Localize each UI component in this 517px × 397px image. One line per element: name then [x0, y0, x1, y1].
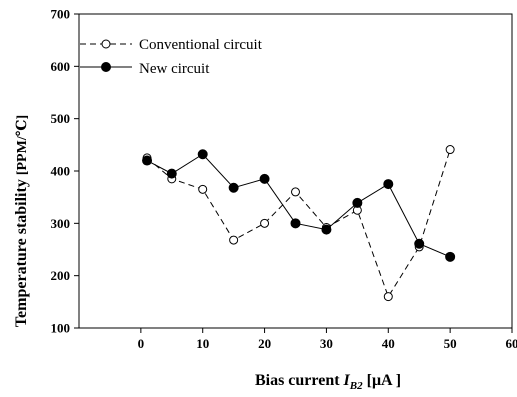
data-point	[446, 252, 455, 261]
y-axis-title-main: Temperature stability	[13, 175, 30, 327]
legend-conventional-label: Conventional circuit	[139, 37, 263, 53]
legend-new-label: New circuit	[139, 61, 210, 77]
y-axis-title: Temperature stability [PPM/℃]	[13, 115, 30, 327]
data-point	[353, 198, 362, 207]
y-tick-label: 500	[51, 111, 71, 126]
x-axis-unit: [μA ]	[363, 372, 401, 389]
data-point	[198, 150, 207, 159]
data-point	[260, 174, 269, 183]
data-point	[261, 219, 269, 227]
data-point	[415, 239, 424, 248]
y-tick-label: 400	[51, 164, 71, 179]
data-point	[322, 225, 331, 234]
x-tick-label: 0	[138, 336, 145, 351]
data-point	[292, 188, 300, 196]
data-point	[143, 156, 152, 165]
data-point	[291, 219, 300, 228]
y-axis-unit: [PPM/℃]	[15, 115, 30, 175]
plot-area: 0 10 20 30 40 50 60 100 200 300 400 500 600 700	[51, 7, 517, 352]
y-tick-label: 600	[51, 59, 71, 74]
legend: Conventional circuit New circuit	[80, 37, 263, 77]
data-point	[229, 183, 238, 192]
data-point	[167, 169, 176, 178]
legend-conventional-marker	[102, 40, 110, 48]
x-axis-title-main: Bias current	[255, 372, 344, 389]
x-tick-label: 10	[196, 336, 209, 351]
data-point	[384, 293, 392, 301]
y-tick-label: 300	[51, 216, 71, 231]
data-point	[230, 236, 238, 244]
y-tick-label: 100	[51, 321, 71, 336]
x-tick-label: 50	[444, 336, 457, 351]
x-tick-label: 30	[320, 336, 333, 351]
x-tick-label: 60	[506, 336, 517, 351]
legend-new-marker	[102, 63, 111, 72]
series-line-1	[147, 154, 450, 257]
x-tick-label: 40	[382, 336, 395, 351]
y-tick-label: 200	[51, 268, 71, 283]
data-point	[199, 185, 207, 193]
data-point	[446, 146, 454, 154]
data-point	[384, 180, 393, 189]
x-axis-title: Bias current IB2 [μA ]	[255, 372, 401, 392]
x-axis-subscript: B2	[349, 380, 363, 392]
x-tick-label: 20	[258, 336, 271, 351]
y-tick-label: 700	[51, 7, 71, 22]
